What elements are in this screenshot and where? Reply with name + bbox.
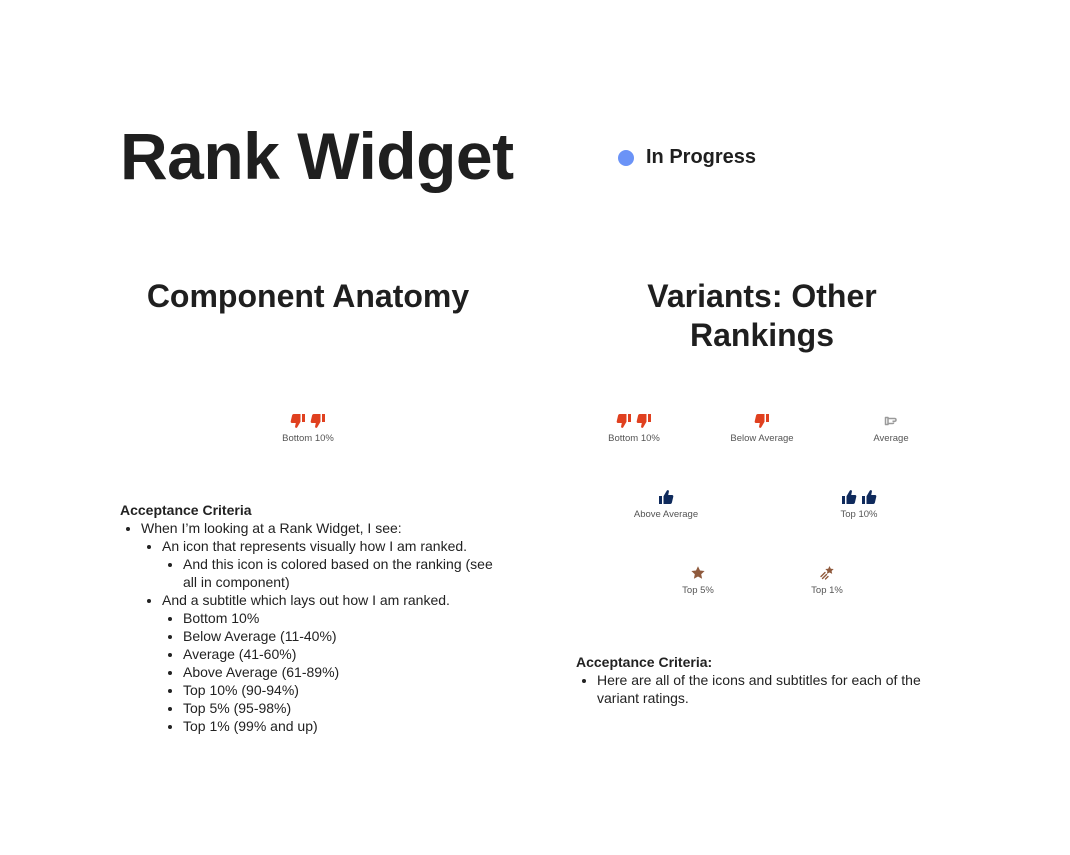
rank-widget-bottom-10: Bottom 10% bbox=[564, 413, 704, 444]
status-indicator: In Progress bbox=[618, 146, 756, 169]
widget-label: Average bbox=[873, 433, 909, 444]
list-item: Above Average (61-89%) bbox=[183, 663, 500, 681]
widget-icons bbox=[754, 413, 770, 429]
list-item: Bottom 10% bbox=[183, 609, 500, 627]
criteria-title: Acceptance Criteria bbox=[120, 502, 252, 518]
widget-label: Bottom 10% bbox=[282, 433, 334, 444]
widget-label: Above Average bbox=[633, 509, 699, 520]
list-item: And a subtitle which lays out how I am r… bbox=[162, 591, 500, 735]
thumbs-down-icon bbox=[754, 414, 769, 428]
list-item: Below Average (11-40%) bbox=[183, 627, 500, 645]
widget-icons bbox=[883, 413, 899, 429]
rank-widget-top-1: Top 1% bbox=[757, 565, 897, 596]
page-title: Rank Widget bbox=[120, 119, 514, 193]
widget-icons bbox=[690, 565, 706, 581]
rank-widget-top-5: Top 5% bbox=[628, 565, 768, 596]
rank-widget-top-10: Top 10% bbox=[789, 489, 929, 520]
sideways-thumb-icon bbox=[884, 416, 897, 426]
list-item: Top 10% (90-94%) bbox=[183, 681, 500, 699]
status-dot bbox=[618, 149, 634, 166]
criteria-list: When I’m looking at a Rank Widget, I see… bbox=[120, 519, 500, 735]
criteria-list: Here are all of the icons and subtitles … bbox=[576, 671, 956, 707]
list-item: Top 1% (99% and up) bbox=[183, 717, 500, 735]
thumbs-down-icon bbox=[616, 414, 631, 428]
widget-label: Top 5% bbox=[682, 585, 714, 596]
thumbs-up-icon bbox=[842, 490, 857, 504]
criteria-sublist: An icon that represents visually how I a… bbox=[141, 537, 500, 735]
status-label: In Progress bbox=[646, 146, 757, 168]
widget-icons bbox=[290, 413, 326, 429]
widget-icons bbox=[819, 565, 835, 581]
widget-label: Top 10% bbox=[840, 509, 878, 520]
rank-widget-anatomy: Bottom 10% bbox=[238, 413, 378, 444]
thumbs-up-icon bbox=[659, 490, 674, 504]
rank-widget-below-average: Below Average bbox=[692, 413, 832, 444]
thumbs-up-icon bbox=[862, 490, 877, 504]
rank-widget-above-average: Above Average bbox=[596, 489, 736, 520]
thumbs-down-icon bbox=[290, 414, 305, 428]
list-item: Here are all of the icons and subtitles … bbox=[597, 671, 956, 707]
widget-label: Bottom 10% bbox=[608, 433, 660, 444]
thumbs-down-icon bbox=[636, 414, 651, 428]
rank-widget-average: Average bbox=[821, 413, 961, 444]
list-item: When I’m looking at a Rank Widget, I see… bbox=[141, 519, 500, 735]
acceptance-criteria-variants: Acceptance Criteria: Here are all of the… bbox=[576, 653, 956, 707]
widget-icons bbox=[841, 489, 877, 505]
list-item: Top 5% (95-98%) bbox=[183, 699, 500, 717]
widget-icons bbox=[616, 413, 652, 429]
shooting-star-icon bbox=[820, 566, 834, 580]
criteria-sublist: Bottom 10% Below Average (11-40%) Averag… bbox=[162, 609, 500, 735]
acceptance-criteria-anatomy: Acceptance Criteria When I’m looking at … bbox=[120, 501, 500, 735]
section-title-variants: Variants: Other Rankings bbox=[647, 278, 877, 353]
list-item: An icon that represents visually how I a… bbox=[162, 537, 500, 591]
widget-label: Top 1% bbox=[811, 585, 843, 596]
thumbs-down-icon bbox=[310, 414, 325, 428]
list-item: And this icon is colored based on the ra… bbox=[183, 555, 500, 591]
list-item: Average (41-60%) bbox=[183, 645, 500, 663]
criteria-sublist: And this icon is colored based on the ra… bbox=[162, 555, 500, 591]
widget-label: Below Average bbox=[730, 433, 794, 444]
widget-icons bbox=[658, 489, 674, 505]
section-title-anatomy: Component Anatomy bbox=[146, 278, 470, 314]
criteria-title: Acceptance Criteria: bbox=[576, 654, 713, 670]
star-icon bbox=[691, 566, 705, 579]
